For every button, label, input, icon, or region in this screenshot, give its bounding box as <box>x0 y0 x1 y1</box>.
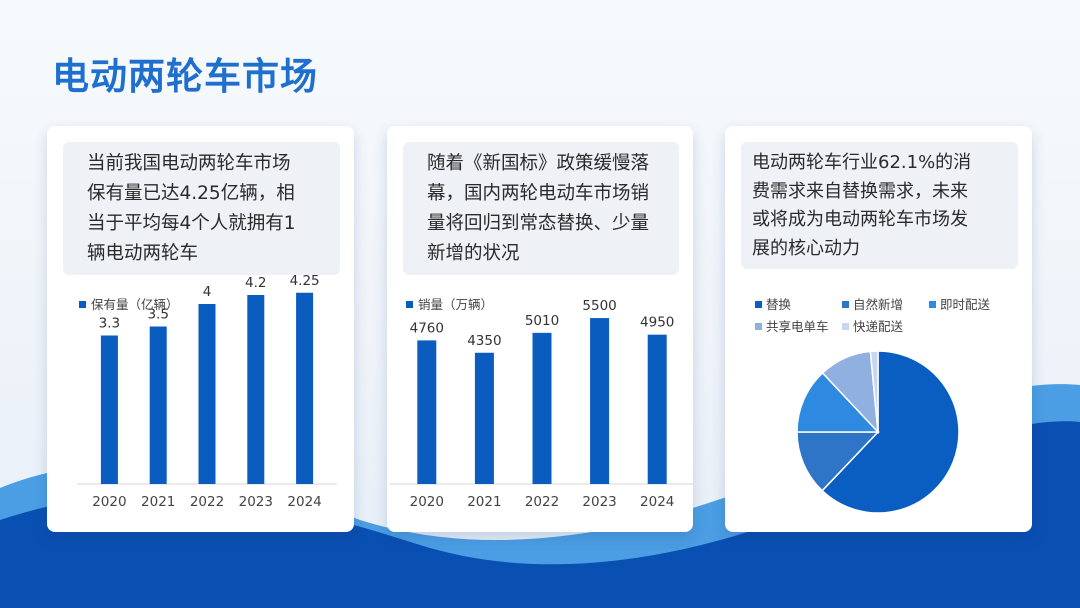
bar <box>149 326 167 484</box>
legend-label: 替换 <box>766 297 792 312</box>
legend-swatch <box>755 323 762 330</box>
pie-slice <box>869 350 879 433</box>
bar <box>247 295 265 484</box>
data-label: 4950 <box>640 315 674 331</box>
x-tick-label: 2021 <box>467 494 501 510</box>
x-tick-label: 2023 <box>239 494 273 510</box>
x-tick-label: 2021 <box>141 494 175 510</box>
legend-swatch <box>755 301 762 308</box>
legend-swatch <box>929 301 936 308</box>
sales-description: 随着《新国标》政策缓慢落 幕，国内两轮电动车市场销 量将回归到常态替换、少量 新… <box>403 142 679 275</box>
data-label: 5010 <box>525 313 559 329</box>
sales-card: 随着《新国标》政策缓慢落 幕，国内两轮电动车市场销 量将回归到常态替换、少量 新… <box>387 126 693 532</box>
demand-card: 电动两轮车行业62.1%的消 费需求来自替换需求，未来 或将成为电动两轮车市场发… <box>725 126 1032 532</box>
desc-line: 电动两轮车行业62.1%的消 <box>752 152 972 173</box>
x-tick-label: 2022 <box>190 494 224 510</box>
legend-swatch <box>406 301 413 308</box>
legend-label: 快递配送 <box>853 319 904 334</box>
legend-swatch <box>79 301 86 308</box>
desc-line: 辆电动两轮车 <box>87 243 199 264</box>
bar <box>647 334 667 484</box>
bar <box>474 352 494 484</box>
bar <box>417 340 437 484</box>
legend-label: 销量（万辆） <box>418 297 493 312</box>
x-tick-label: 2024 <box>287 494 321 510</box>
data-label: 4350 <box>467 333 501 349</box>
desc-line: 随着《新国标》政策缓慢落 <box>427 153 650 174</box>
desc-line: 或将成为电动两轮车市场发 <box>752 209 968 230</box>
x-tick-label: 2020 <box>92 494 126 510</box>
pie-slice <box>821 350 960 514</box>
desc-line: 幕，国内两轮电动车市场销 <box>427 183 650 204</box>
ownership-description: 当前我国电动两轮车市场 保有量已达4.25亿辆，相 当于平均每4个人就拥有1 辆… <box>63 142 340 275</box>
demand-description: 电动两轮车行业62.1%的消 费需求来自替换需求，未来 或将成为电动两轮车市场发… <box>741 142 1018 269</box>
x-tick-label: 2023 <box>582 494 616 510</box>
pie-slice <box>796 431 880 492</box>
ownership-card: 当前我国电动两轮车市场 保有量已达4.25亿辆，相 当于平均每4个人就拥有1 辆… <box>47 126 354 532</box>
data-label: 3.3 <box>99 316 120 332</box>
legend-label: 即时配送 <box>940 297 991 312</box>
data-label: 3.5 <box>147 307 168 323</box>
bar <box>100 335 118 484</box>
sales-bar-chart: 销量（万辆） 4760 2020 4350 2021 5010 2022 5500 2023 49… <box>390 297 693 510</box>
x-tick-label: 2020 <box>410 494 444 510</box>
desc-line: 当前我国电动两轮车市场 <box>87 153 291 174</box>
desc-line: 展的核心动力 <box>752 237 860 259</box>
data-label: 4.2 <box>245 275 266 291</box>
desc-line: 当于平均每4个人就拥有1 <box>87 213 296 234</box>
data-label: 4.25 <box>290 273 320 289</box>
data-label: 5500 <box>582 298 616 314</box>
ownership-bar-chart: 保有量（亿辆） 3.3 2020 3.5 2021 4 2022 4.2 2023 4.25 202… <box>77 273 337 510</box>
desc-line: 保有量已达4.25亿辆，相 <box>87 183 295 204</box>
desc-line: 费需求来自替换需求，未来 <box>752 180 968 202</box>
bar <box>532 332 552 484</box>
bar <box>296 292 314 484</box>
data-label: 4 <box>203 284 212 300</box>
legend-label: 共享电单车 <box>766 319 829 334</box>
data-label: 4760 <box>410 320 444 336</box>
pie-slice <box>796 371 880 433</box>
legend-swatch <box>842 301 849 308</box>
x-tick-label: 2024 <box>640 494 674 510</box>
legend-label: 自然新增 <box>853 297 903 312</box>
bar <box>590 318 610 484</box>
bar <box>198 304 216 484</box>
legend-label: 保有量（亿辆） <box>91 297 179 312</box>
desc-line: 新增的状况 <box>427 243 520 264</box>
legend-swatch <box>842 323 849 330</box>
page-title: 电动两轮车市场 <box>52 55 318 98</box>
x-tick-label: 2022 <box>525 494 559 510</box>
desc-line: 量将回归到常态替换、少量 <box>427 213 650 234</box>
